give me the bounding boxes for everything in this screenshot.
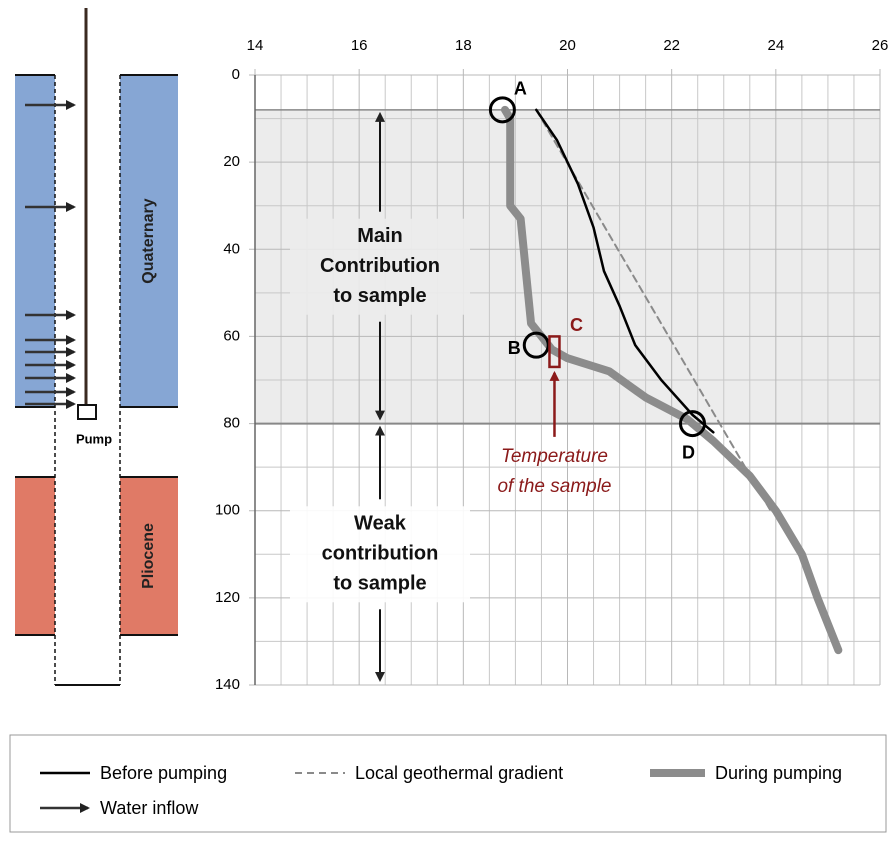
y-tick-label: 20 bbox=[223, 153, 240, 170]
y-tick-label: 40 bbox=[223, 240, 240, 257]
series-line bbox=[535, 108, 715, 434]
sample-marker bbox=[548, 335, 561, 369]
legend-label: Water inflow bbox=[100, 798, 199, 818]
annotation: to sample bbox=[333, 285, 426, 307]
pliocene-right bbox=[120, 477, 178, 635]
point-marker bbox=[679, 410, 706, 438]
series-line bbox=[501, 105, 843, 655]
legend-label: During pumping bbox=[715, 763, 842, 783]
x-tick-label: 20 bbox=[559, 37, 576, 54]
pump-label: Pump bbox=[76, 431, 112, 446]
y-tick-label: 100 bbox=[215, 502, 240, 519]
sample-note: Temperature bbox=[501, 446, 608, 467]
annotation: to sample bbox=[333, 573, 426, 595]
pliocene-left bbox=[15, 477, 55, 635]
x-tick-label: 14 bbox=[247, 37, 264, 54]
annotation: contribution bbox=[322, 543, 439, 565]
unit-label: Pliocene bbox=[140, 523, 157, 589]
x-tick-label: 16 bbox=[351, 37, 368, 54]
point-marker bbox=[488, 96, 516, 124]
x-tick-label: 22 bbox=[663, 37, 680, 54]
annotation-bg bbox=[290, 506, 470, 603]
layer-borders bbox=[15, 74, 178, 636]
annotation-bg bbox=[290, 218, 470, 315]
point-label: B bbox=[508, 338, 521, 358]
x-tick-label: 24 bbox=[767, 37, 784, 54]
y-tick-label: 120 bbox=[215, 589, 240, 606]
x-tick-label: 26 bbox=[872, 37, 889, 54]
point-label: D bbox=[682, 442, 695, 462]
sample-note: of the sample bbox=[497, 476, 611, 497]
point-label: A bbox=[514, 79, 527, 99]
sample-label: C bbox=[570, 315, 583, 335]
legend: Before pumping Local geothermal gradient D… bbox=[40, 763, 842, 783]
unit-label: Quaternary bbox=[140, 198, 157, 283]
well-diagram: Pump Quaternary Pliocene bbox=[15, 8, 178, 686]
y-tick-label: 80 bbox=[223, 415, 240, 432]
legend-label: Before pumping bbox=[100, 763, 227, 783]
inflow-arrows bbox=[25, 100, 76, 409]
legend-label: Local geothermal gradient bbox=[355, 763, 563, 783]
x-tick-label: 18 bbox=[455, 37, 472, 54]
y-tick-label: 0 bbox=[232, 66, 240, 83]
quaternary-right bbox=[120, 75, 178, 407]
annotation: Contribution bbox=[320, 255, 440, 277]
legend-box bbox=[9, 734, 887, 833]
pump bbox=[77, 404, 97, 420]
y-tick-label: 60 bbox=[223, 327, 240, 344]
y-tick-label: 140 bbox=[215, 676, 240, 693]
quaternary-left bbox=[15, 75, 55, 407]
annotation: Weak bbox=[354, 513, 407, 535]
annotation: Main bbox=[357, 225, 403, 247]
plot: 14 16 18 20 22 24 26 0 20 40 60 80 100 120 140 Main Cont… bbox=[215, 37, 888, 693]
